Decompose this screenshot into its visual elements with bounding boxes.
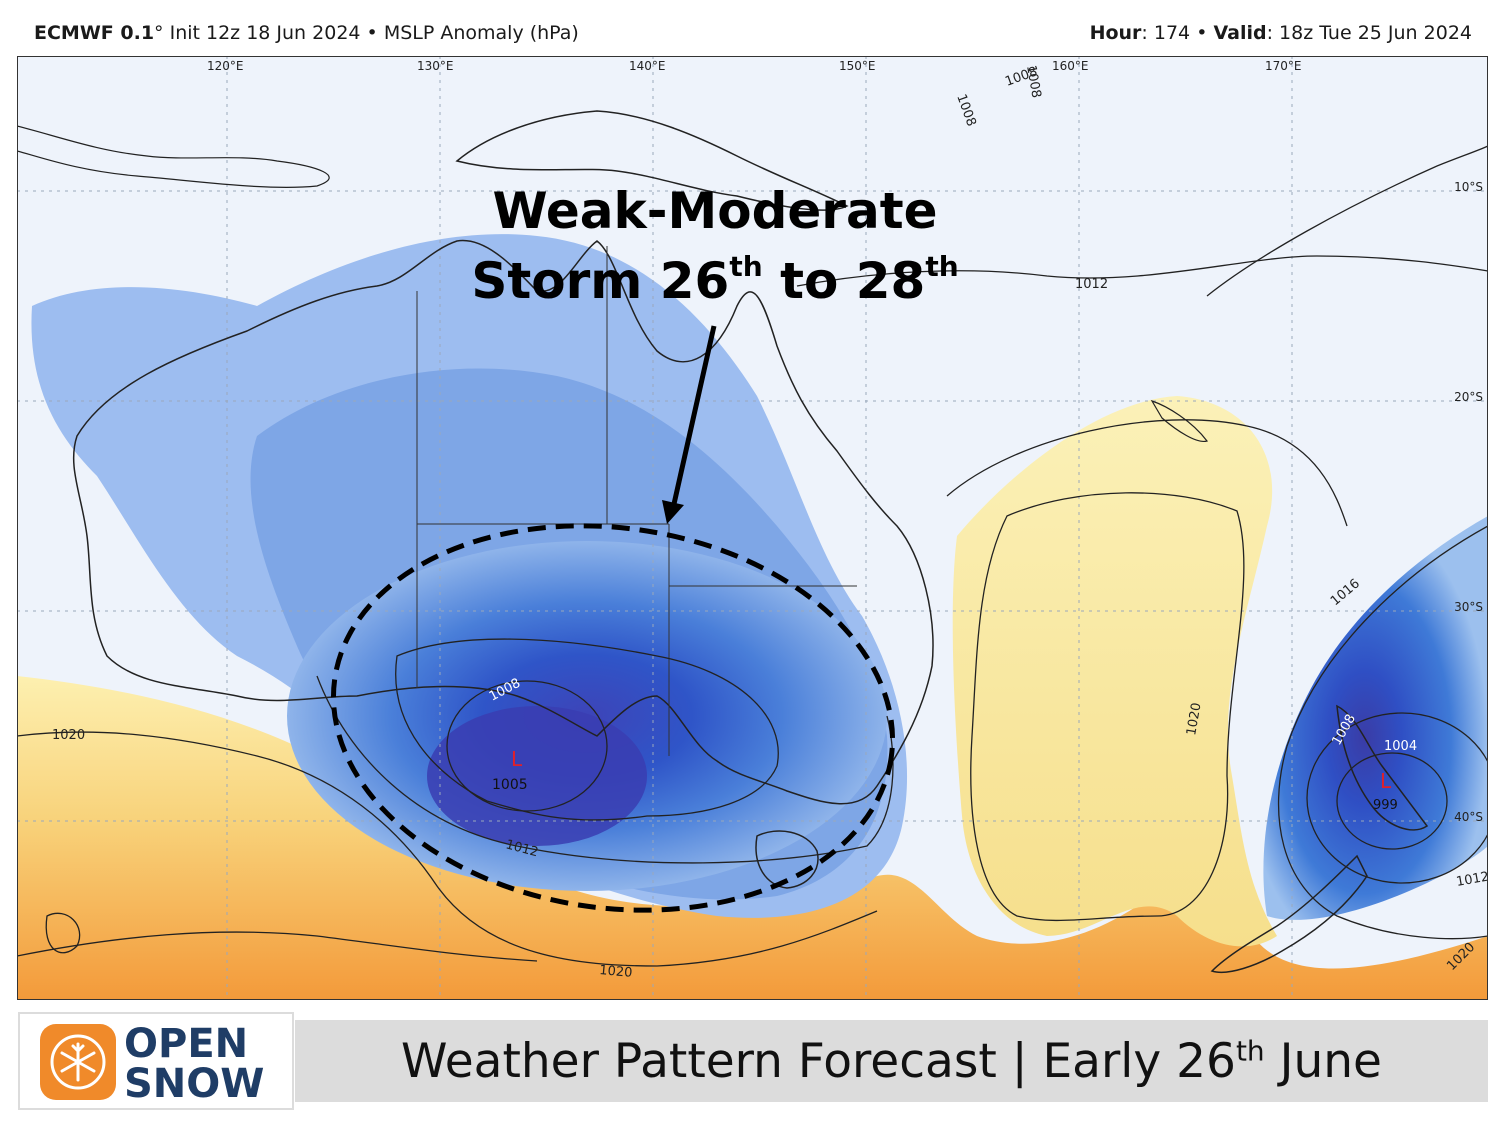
nz-north-island-coastline [1336, 704, 1429, 831]
storm-arrow-head [662, 500, 684, 524]
low-marker-pressure: 1005 [492, 777, 528, 793]
hour-value: : 174 [1141, 22, 1191, 44]
weather-map-svg: 1008 1008 1008 1012 1016 1020 1020 1020 … [17, 56, 1488, 1000]
storm-arrow-line [671, 325, 717, 505]
isobar-label: 1004 [1384, 739, 1417, 754]
australia-coastline [72, 239, 934, 805]
low-center-fill [427, 706, 647, 846]
logo-text-snow: SNOW [124, 1061, 265, 1107]
lon-label-group: 120°E 130°E 140°E 150°E 160°E 170°E [207, 59, 1302, 73]
state-borders [416, 246, 857, 756]
lat-label: 40°S [1454, 810, 1483, 824]
field-name: MSLP Anomaly (hPa) [383, 22, 579, 44]
nz-south-island-coastline [1210, 854, 1368, 973]
annotation-sup2: th [925, 250, 958, 283]
lat-label: 30°S [1454, 600, 1483, 614]
lat-lon-grid [17, 56, 1488, 1000]
annotation-line2-part1: Storm 26 [471, 252, 729, 310]
footer-title: Weather Pattern Forecast | Early 26th Ju… [295, 1034, 1488, 1089]
tasmania-coastline [755, 830, 819, 889]
annotation-line2: Storm 26th to 28th [471, 250, 958, 310]
high-anomaly-south [17, 676, 1488, 1000]
lat-label: 10°S [1454, 180, 1483, 194]
hour-label: Hour [1089, 22, 1142, 44]
high-anomaly-tasman [952, 396, 1277, 947]
isobar-label: 1012 [1455, 869, 1488, 890]
footer-title-month: June [1264, 1034, 1382, 1089]
isobars [17, 145, 1488, 967]
isobar-label: 1020 [1184, 701, 1205, 736]
bullet-separator: • [366, 22, 378, 44]
footer-bar: Weather Pattern Forecast | Early 26th Ju… [295, 1020, 1488, 1102]
indonesia-coastline [17, 125, 330, 188]
lon-label: 130°E [417, 59, 454, 73]
weather-map: 1008 1008 1008 1012 1016 1020 1020 1020 … [17, 56, 1488, 1000]
low-marker-symbol: L [1380, 769, 1392, 793]
snowflake-icon [40, 1024, 116, 1100]
isobar-label: 1020 [599, 963, 633, 981]
lon-label: 170°E [1265, 59, 1302, 73]
lon-label: 150°E [839, 59, 876, 73]
annotation-line2-part2: to 28 [763, 252, 926, 310]
map-header-left: ECMWF 0.1° Init 12z 18 Jun 2024 • MSLP A… [34, 22, 579, 44]
valid-label: Valid [1213, 22, 1267, 44]
map-border [17, 56, 1488, 1000]
degree-symbol: ° [154, 22, 164, 44]
lon-label: 160°E [1052, 59, 1089, 73]
bullet-separator: • [1196, 22, 1208, 44]
init-time: Init 12z 18 Jun 2024 [169, 22, 361, 44]
isobar-label-group: 1008 1008 1008 1012 1016 1020 1020 1020 … [52, 64, 1488, 981]
isobar-label: 1020 [52, 728, 85, 743]
annotation-sup1: th [729, 250, 762, 283]
footer-title-main: Weather Pattern Forecast | Early 26 [401, 1034, 1236, 1089]
nz-low-anomaly [1263, 516, 1488, 920]
lat-label-group: 10°S 20°S 30°S 40°S [1454, 180, 1483, 824]
logo-text-open: OPEN [124, 1021, 249, 1067]
low-marker-pressure: 999 [1373, 798, 1398, 813]
lon-label: 140°E [629, 59, 666, 73]
lon-label: 120°E [207, 59, 244, 73]
model-name: ECMWF 0.1 [34, 22, 155, 44]
valid-value: : 18z Tue 25 Jun 2024 [1266, 22, 1472, 44]
storm-highlight-ellipse [330, 523, 896, 913]
footer-title-sup: th [1235, 1034, 1265, 1068]
annotation-line1: Weak-Moderate [492, 182, 937, 240]
isobar-label: 1012 [1075, 277, 1108, 292]
new-guinea-coastline [455, 110, 849, 211]
new-caledonia-coastline [1150, 399, 1208, 443]
low-marker-symbol: L [511, 747, 523, 771]
map-header-right: Hour: 174 • Valid: 18z Tue 25 Jun 2024 [1090, 22, 1472, 44]
isobar-label: 1008 [1023, 64, 1044, 99]
opensnow-logo: OPEN SNOW [18, 1012, 294, 1110]
lat-label: 20°S [1454, 390, 1483, 404]
